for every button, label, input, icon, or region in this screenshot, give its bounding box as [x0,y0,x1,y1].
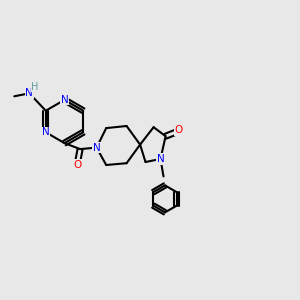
Text: N: N [157,154,164,164]
Text: N: N [93,142,101,153]
Text: N: N [42,127,50,137]
Text: H: H [31,82,38,92]
Text: O: O [174,125,183,135]
Text: N: N [61,95,68,105]
Text: N: N [26,88,33,98]
Text: O: O [74,160,82,170]
